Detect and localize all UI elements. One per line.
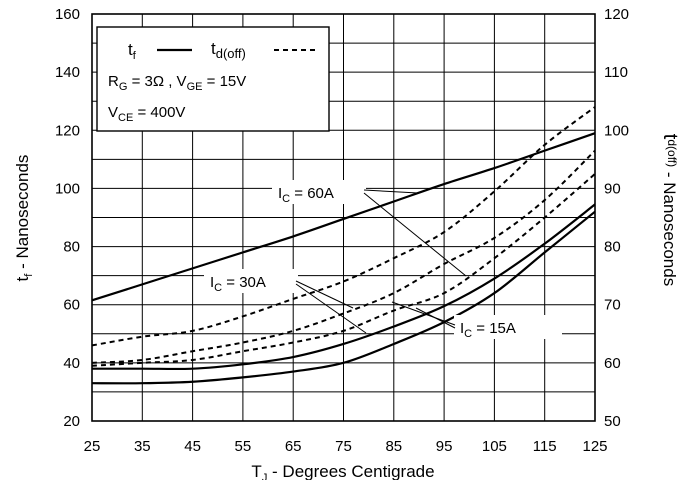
legend: tf td(off) RG = 3Ω , VGE = 15V VCE = 400… (96, 26, 330, 132)
annotation-ic-15a: IC = 15A (391, 301, 562, 340)
x-tick-label: 35 (134, 438, 151, 455)
y-tick-label-left: 80 (63, 239, 80, 256)
series-line-5 (91, 173, 596, 367)
legend-box (96, 26, 330, 132)
x-tick-label: 75 (335, 438, 352, 455)
leader-15a-1 (391, 301, 456, 326)
y-tick-label-left: 60 (63, 297, 80, 314)
series-line-3 (91, 106, 596, 347)
y-tick-label-left: 20 (63, 413, 80, 430)
x-tick-label: 125 (582, 438, 607, 455)
annotation-ic-60a-text: IC = 60A (278, 185, 334, 205)
y-tick-label-right: 90 (604, 180, 621, 197)
y-tick-label-right: 120 (604, 6, 629, 23)
legend-tf-label: tf (128, 40, 137, 62)
series-line-2 (91, 210, 596, 385)
leader-15a-2 (415, 307, 456, 329)
annotation-ic-15a-text: IC = 15A (460, 320, 516, 340)
y-tick-label-right: 110 (604, 64, 628, 81)
legend-td-label: td(off) (211, 39, 246, 61)
x-tick-label: 95 (436, 438, 453, 455)
x-tick-label: 115 (533, 438, 557, 455)
y-tick-label-right: 80 (604, 239, 621, 256)
x-tick-label: 25 (84, 438, 101, 455)
x-tick-label: 85 (385, 438, 402, 455)
y-tick-label-left: 120 (55, 122, 80, 139)
series-line-0 (91, 132, 596, 302)
leader-60a-1 (363, 189, 419, 194)
y-tick-label-left: 40 (63, 355, 80, 372)
leader-60a-2 (363, 192, 467, 277)
plot-frame (91, 13, 596, 422)
annotation-ic-30a-text: IC = 30A (210, 274, 266, 294)
y-tick-label-left: 160 (55, 6, 80, 23)
y-axis-title-left: tf - Nanoseconds (13, 155, 35, 282)
y-tick-label-right: 60 (604, 355, 621, 372)
x-axis-title: TJ - Degrees Centigrade (251, 462, 434, 480)
y-axis-title-right: td(off) - Nanoseconds (659, 134, 681, 286)
x-tick-label: 55 (235, 438, 252, 455)
x-tick-label: 45 (184, 438, 201, 455)
leader-30a-2 (295, 283, 367, 334)
tick-labels: 25 35 45 55 65 75 85 95 105 115 125 20 40 60 80 100 120 1… (55, 6, 629, 455)
x-tick-label: 105 (482, 438, 507, 455)
legend-conditions-line1: RG = 3Ω , VGE = 15V (108, 73, 246, 93)
legend-conditions-line2: VCE = 400V (108, 104, 185, 124)
y-tick-label-right: 50 (604, 413, 621, 430)
y-tick-label-left: 140 (55, 64, 80, 81)
series-line-1 (92, 203, 596, 371)
y-tick-label-right: 70 (604, 297, 621, 314)
x-tick-label: 65 (285, 438, 302, 455)
y-tick-label-right: 100 (604, 122, 629, 139)
annotation-ic-30a: IC = 30A (204, 269, 367, 334)
series-layer (91, 106, 596, 385)
y-tick-label-left: 100 (55, 180, 80, 197)
series-line-4 (91, 149, 596, 364)
leader-30a-1 (295, 280, 354, 309)
annotation-ic-60a: IC = 60A (272, 180, 467, 277)
